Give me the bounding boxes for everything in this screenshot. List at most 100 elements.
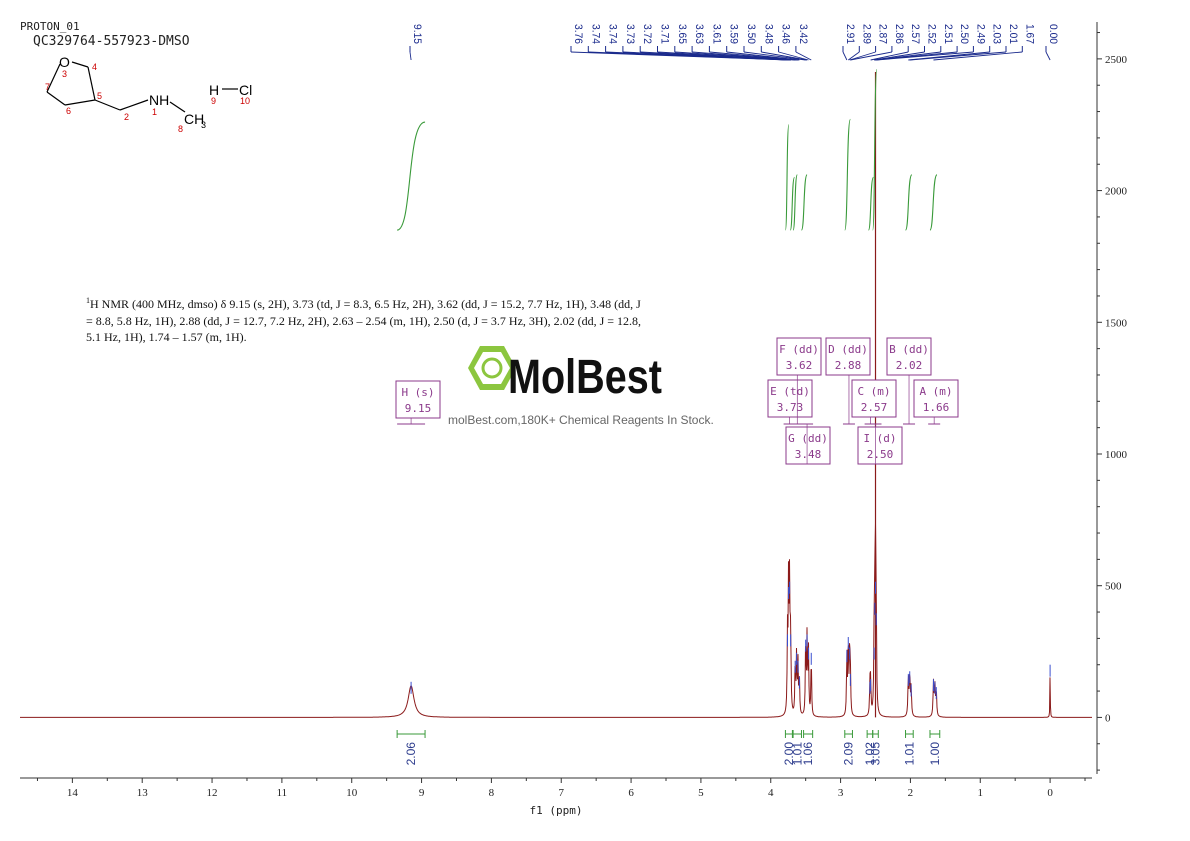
integral-value: 1.00 xyxy=(928,742,942,766)
peak-list-label: 2.87 xyxy=(877,24,889,44)
x-tick-label: 11 xyxy=(277,787,288,799)
integral-value: 2.09 xyxy=(842,742,856,766)
peak-list-leader xyxy=(933,51,1023,61)
multiplet-letter: C (m) xyxy=(857,385,890,398)
multiplet-box-frame xyxy=(886,337,932,376)
multiplet-box-frame xyxy=(857,426,903,465)
integral-layer: 2.06 2.001.011.06 2.09 1.023.05 1.01 1.00 xyxy=(396,68,942,766)
multiplet-box: G (dd) 3.48 xyxy=(785,423,831,465)
multiplet-box: B (dd) 2.02 xyxy=(886,337,932,425)
nmr-description-text: H NMR (400 MHz, dmso) δ 9.15 (s, 2H), 3.… xyxy=(86,297,642,344)
peak-list-label: 3.48 xyxy=(762,24,774,44)
peak-list-label: 3.65 xyxy=(676,24,688,44)
peak-list-label: 3.71 xyxy=(659,24,671,44)
y-tick-label: 2500 xyxy=(1105,54,1128,66)
y-tick-label: 500 xyxy=(1105,581,1122,593)
peak-list-label: 2.52 xyxy=(926,24,938,44)
peak-list-label: 2.89 xyxy=(860,24,872,44)
multiplet-ppm: 2.57 xyxy=(861,401,888,414)
multiplet-letter: I (d) xyxy=(863,432,896,445)
multiplet-letter: A (m) xyxy=(919,385,952,398)
integral-curve xyxy=(872,68,878,231)
peak-list-label: 2.49 xyxy=(974,24,986,44)
integral-value: 1.01 xyxy=(790,742,804,766)
peak-list-label: 1.67 xyxy=(1023,24,1035,44)
x-tick-label: 0 xyxy=(1047,787,1053,799)
x-tick-label: 13 xyxy=(137,787,149,799)
multiplet-ppm: 2.88 xyxy=(835,359,862,372)
peak-list-label: 3.72 xyxy=(641,24,653,44)
peak-list-label: 3.61 xyxy=(710,24,722,44)
sample-id: QC329764-557923-DMSO xyxy=(33,34,190,49)
integral-value: 3.05 xyxy=(869,742,883,766)
watermark-url: molBest.com,180K+ Chemical Reagents In S… xyxy=(448,413,714,427)
integral-curve xyxy=(844,118,851,231)
integral-curve xyxy=(792,174,798,231)
multiplet-box-frame xyxy=(913,379,959,418)
integral-curve xyxy=(789,176,796,231)
spectrum-layer xyxy=(20,72,1092,718)
peak-list-label: 2.03 xyxy=(991,24,1003,44)
nmr-description: 1H NMR (400 MHz, dmso) δ 9.15 (s, 2H), 3… xyxy=(86,293,646,346)
x-tick-label: 2 xyxy=(908,787,914,799)
integral-curve xyxy=(396,121,426,231)
integral-value: 1.02 xyxy=(863,742,877,766)
multiplet-box-frame xyxy=(767,379,813,418)
multiplet-box: A (m) 1.66 xyxy=(913,379,959,425)
y-tick-label: 1000 xyxy=(1105,449,1128,461)
multiplet-ppm: 3.62 xyxy=(786,359,813,372)
peak-list-label: 2.86 xyxy=(893,24,905,44)
peak-list-layer: 9.15 3.76 3.74 3.74 3.73 3.72 3.71 3.65 3.63 3.61… xyxy=(409,24,1059,61)
integral-value: 1.06 xyxy=(801,742,815,766)
multiplet-box-frame xyxy=(776,337,822,376)
nmr-sup: 1 xyxy=(86,296,90,305)
integral-value: 2.06 xyxy=(404,742,418,766)
peak-list-leader xyxy=(726,51,800,61)
spectrum-line xyxy=(20,523,1092,718)
multiplet-letter: B (dd) xyxy=(889,343,929,356)
integral-curve xyxy=(784,124,790,231)
peak-list-leader xyxy=(848,51,860,61)
y-tick-label: 0 xyxy=(1105,712,1111,724)
multiplet-ppm: 9.15 xyxy=(405,402,432,415)
integral-value: 2.00 xyxy=(782,742,796,766)
x-tick-label: 8 xyxy=(489,787,495,799)
multiplet-box: D (dd) 2.88 xyxy=(825,337,871,425)
multiplet-letter: D (dd) xyxy=(828,343,868,356)
multiplet-box: C (m) 2.57 xyxy=(851,379,897,425)
peak-list-leader xyxy=(850,51,892,61)
peak-list-label: 3.59 xyxy=(728,24,740,44)
multiplet-box: I (d) 2.50 xyxy=(857,423,903,465)
x-tick-label: 10 xyxy=(346,787,358,799)
peak-list-leader xyxy=(909,51,1007,61)
peak-list-label: 3.63 xyxy=(693,24,705,44)
multiplet-box-frame xyxy=(825,337,871,376)
x-tick-label: 12 xyxy=(207,787,218,799)
multiplet-letter: H (s) xyxy=(401,386,434,399)
experiment-name: PROTON_01 xyxy=(20,20,80,33)
multiplet-ppm: 2.50 xyxy=(867,448,894,461)
peak-list-leader xyxy=(870,51,909,61)
x-tick-label: 1 xyxy=(978,787,984,799)
integral-curve xyxy=(904,174,913,231)
y-tick-label: 1500 xyxy=(1105,317,1128,329)
peak-list-label: 3.46 xyxy=(780,24,792,44)
multiplet-box: H (s) 9.15 xyxy=(395,380,441,425)
x-tick-label: 7 xyxy=(558,787,564,799)
x-tick-label: 3 xyxy=(838,787,844,799)
peak-list-leader xyxy=(842,51,848,61)
peak-list-label: 2.50 xyxy=(958,24,970,44)
peak-list-leader xyxy=(849,51,876,61)
integral-curve xyxy=(800,174,808,231)
integral-curve xyxy=(867,176,874,231)
peak-list-label: 3.74 xyxy=(607,24,619,44)
peak-list-label: 2.51 xyxy=(942,24,954,44)
x-tick-label: 6 xyxy=(628,787,634,799)
multiplet-ppm: 2.02 xyxy=(896,359,923,372)
peak-list-leader xyxy=(795,51,812,61)
multiplet-layer: H (s) 9.15 E (td) 3.73 F (dd) 3.62 G (dd) 3.48 D… xyxy=(395,337,959,465)
peak-list-leader xyxy=(876,51,974,61)
